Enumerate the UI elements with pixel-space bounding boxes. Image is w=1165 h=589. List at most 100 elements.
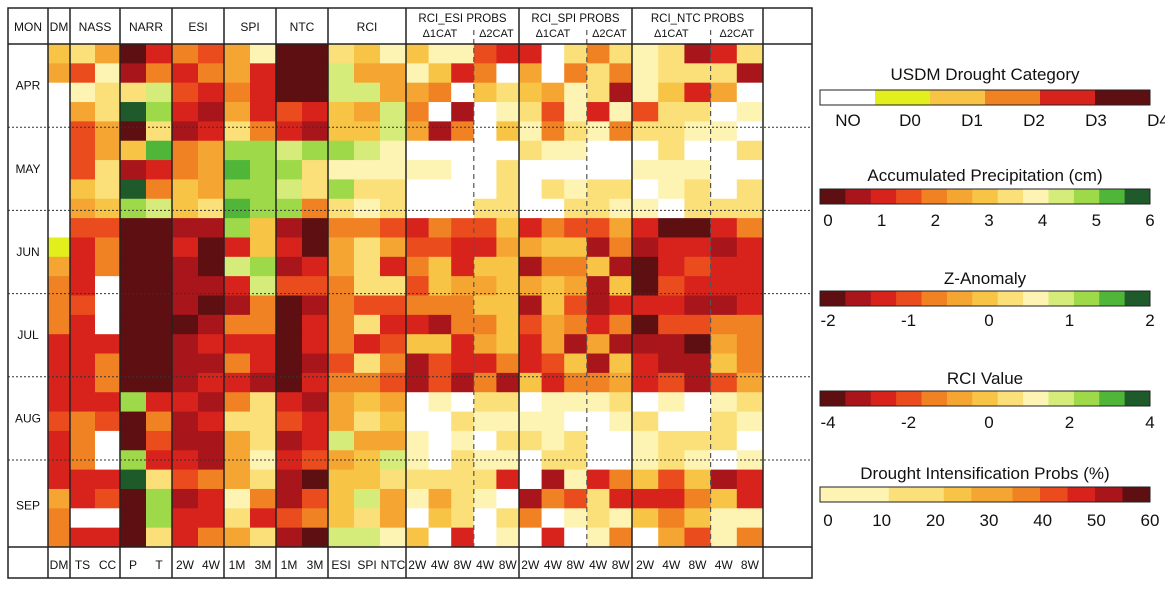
heatmap-cell xyxy=(684,353,711,374)
heatmap-cell xyxy=(276,179,303,200)
heatmap-cell xyxy=(328,218,355,238)
heatmap-cell xyxy=(451,63,475,84)
colorbar-tick-label: D0 xyxy=(899,111,921,130)
heatmap-cell xyxy=(276,372,303,393)
heatmap-cell xyxy=(710,295,738,316)
colorbar-swatch xyxy=(1086,189,1100,204)
heatmap-cell xyxy=(710,237,738,258)
heatmap-cell xyxy=(328,276,355,296)
heatmap-cell xyxy=(172,218,199,238)
heatmap-cell xyxy=(473,314,497,335)
heatmap-cell xyxy=(380,334,407,354)
heatmap-cell xyxy=(710,179,738,200)
colorbar-swatch xyxy=(1073,291,1088,306)
heatmap-cell xyxy=(710,160,738,180)
heatmap-cell xyxy=(146,392,173,412)
heatmap-cell xyxy=(406,276,429,296)
heatmap-cell xyxy=(428,295,452,316)
column-footer-label: 1M xyxy=(229,558,246,572)
heatmap-cell xyxy=(658,430,685,451)
heatmap-cell xyxy=(380,353,407,374)
heatmap-cell xyxy=(519,160,542,180)
heatmap-cell xyxy=(564,450,588,471)
column-footer-label: DM xyxy=(50,558,69,572)
heatmap-cell xyxy=(302,179,329,200)
heatmap-cell xyxy=(328,314,355,335)
heatmap-cell xyxy=(658,160,685,180)
heatmap-cell xyxy=(736,372,764,393)
heatmap-cell xyxy=(70,411,96,432)
heatmap-cell xyxy=(48,334,71,354)
heatmap-cell xyxy=(354,218,381,238)
heatmap-cell xyxy=(48,218,71,238)
colorbar-swatch xyxy=(908,189,923,204)
colorbar-swatch xyxy=(985,90,1041,105)
heatmap-cell xyxy=(564,334,588,354)
colorbar-tick-label: 0 xyxy=(823,511,832,530)
heatmap-cell xyxy=(198,411,225,432)
heatmap-cell xyxy=(48,237,71,258)
heatmap-cell xyxy=(172,102,199,122)
heatmap-cell xyxy=(172,121,199,142)
colorbar-swatch xyxy=(1053,487,1068,502)
heatmap-cell xyxy=(406,63,429,84)
heatmap-cell xyxy=(146,44,173,64)
heatmap-cell xyxy=(736,295,764,316)
heatmap-cell xyxy=(710,372,738,393)
month-header: MON xyxy=(14,20,42,34)
heatmap-cell xyxy=(48,314,71,335)
heatmap-cell xyxy=(473,121,497,142)
colorbar-swatch xyxy=(1010,291,1024,306)
heatmap-cell xyxy=(496,82,520,103)
heatmap-cell xyxy=(406,469,429,490)
heatmap-cell xyxy=(48,450,71,471)
heatmap-cell xyxy=(198,82,225,103)
heatmap-cell xyxy=(224,160,251,180)
colorbar-swatch xyxy=(946,391,961,406)
heatmap-cell xyxy=(276,160,303,180)
heatmap-cell xyxy=(198,44,225,64)
heatmap-cell xyxy=(70,102,96,122)
heatmap-cell xyxy=(541,82,565,103)
heatmap-cell xyxy=(302,160,329,180)
heatmap-cell xyxy=(354,160,381,180)
heatmap-cell xyxy=(302,140,329,161)
heatmap-cell xyxy=(276,121,303,142)
heatmap-cell xyxy=(120,82,147,103)
heatmap-cell xyxy=(276,353,303,374)
colorbar-swatch xyxy=(847,487,862,502)
heatmap-cell xyxy=(70,450,96,471)
heatmap-cell xyxy=(428,372,452,393)
heatmap-cell xyxy=(541,392,565,412)
heatmap-cell xyxy=(250,256,277,277)
heatmap-cell xyxy=(586,237,610,258)
colorbar-swatch xyxy=(985,487,1000,502)
month-label: SEP xyxy=(16,498,40,512)
heatmap-cell xyxy=(564,218,588,238)
heatmap-cell xyxy=(95,314,121,335)
heatmap-cell xyxy=(451,256,475,277)
heatmap-cell xyxy=(406,527,429,548)
heatmap-cell xyxy=(609,411,633,432)
colorbar-title: Drought Intensification Probs (%) xyxy=(860,464,1109,483)
heatmap-cell xyxy=(496,256,520,277)
heatmap-cell xyxy=(541,63,565,84)
heatmap-cell xyxy=(658,334,685,354)
heatmap-cell xyxy=(564,353,588,374)
heatmap-cell xyxy=(198,508,225,529)
heatmap-cell xyxy=(710,44,738,64)
heatmap-cell xyxy=(120,372,147,393)
heatmap-cell xyxy=(451,334,475,354)
group-header: ESI xyxy=(188,20,207,34)
heatmap-cell xyxy=(250,179,277,200)
colorbar-swatch xyxy=(930,487,945,502)
colorbar-swatch xyxy=(845,391,859,406)
colorbar-tick-label: 2 xyxy=(931,211,940,230)
heatmap-cell xyxy=(684,140,711,161)
heatmap-cell xyxy=(586,430,610,451)
heatmap-cell xyxy=(658,218,685,238)
heatmap-cell xyxy=(198,488,225,509)
column-footer-label: 8W xyxy=(567,558,586,572)
heatmap-cell xyxy=(198,218,225,238)
heatmap-cell xyxy=(473,198,497,219)
